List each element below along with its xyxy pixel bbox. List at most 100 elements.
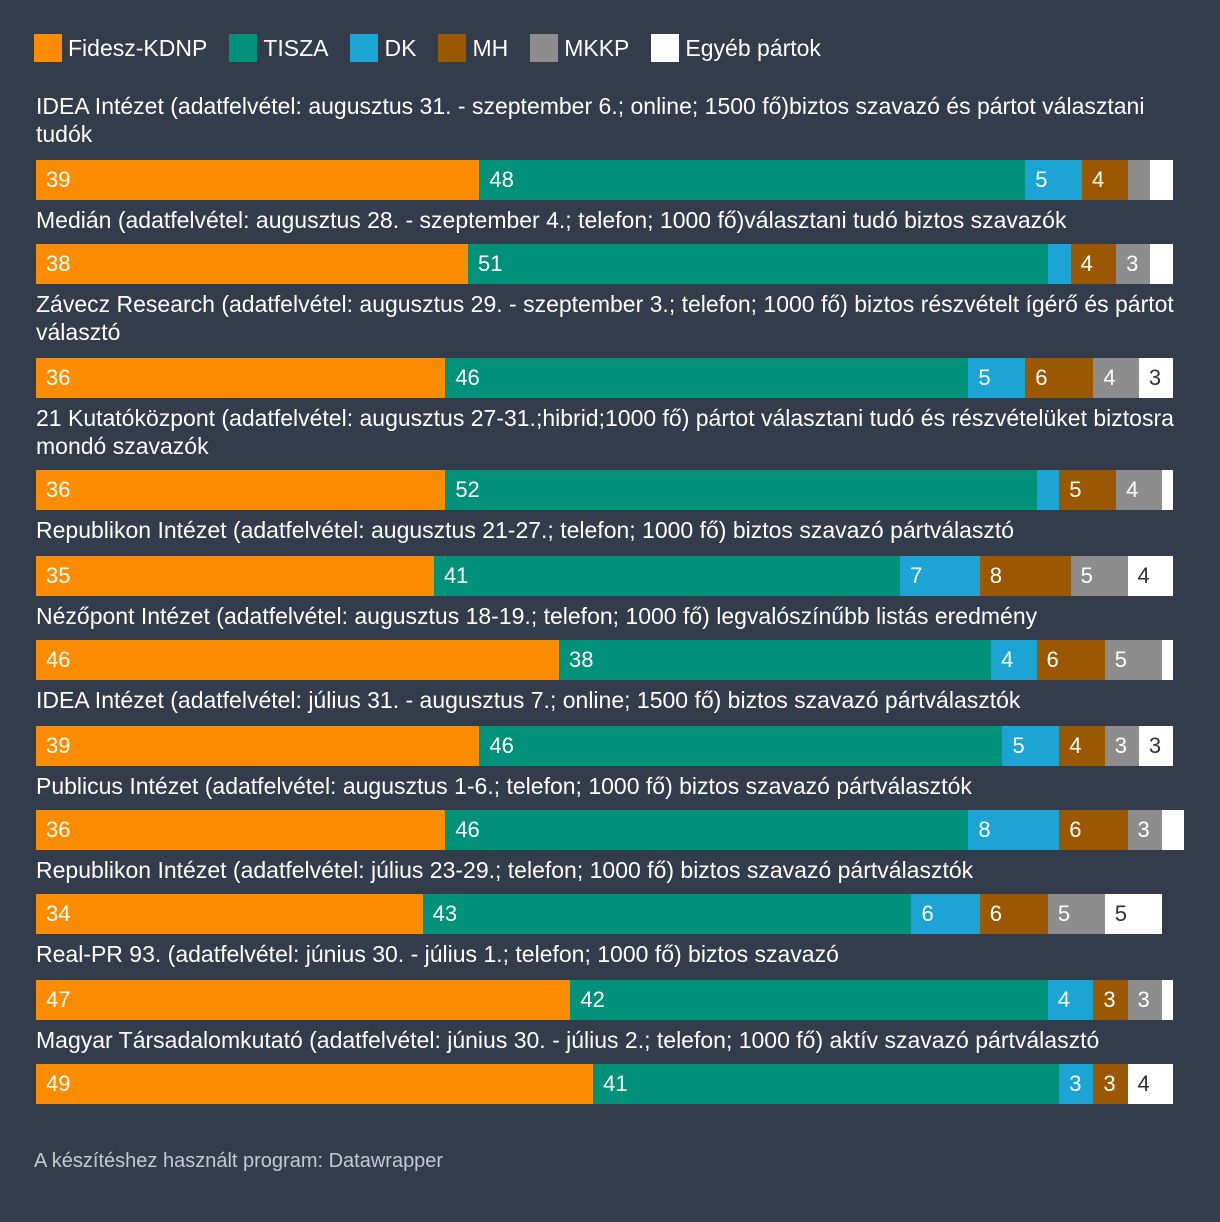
bar-segment: 34 (36, 894, 423, 934)
bar-value-label: 4 (1137, 1071, 1150, 1096)
bar-value-label: 5 (1035, 167, 1048, 192)
bar-value-label: 3 (1148, 365, 1162, 390)
bar-value-label: 41 (603, 1071, 628, 1096)
bar-segment (1161, 810, 1185, 850)
bar-segment: 5 (1059, 470, 1117, 510)
bar-segment (1036, 470, 1060, 510)
bar-value-label: 5 (1080, 563, 1093, 588)
bar-segment: 5 (1047, 894, 1105, 934)
bar-segment: 36 (36, 358, 446, 398)
bar-segment: 4 (1047, 980, 1094, 1020)
bar-segment: 36 (36, 810, 446, 850)
bar-segment: 5 (968, 358, 1026, 398)
bar-segment: 8 (979, 556, 1071, 596)
bar-segment: 43 (422, 894, 912, 934)
legend-swatch (229, 34, 258, 62)
bar-value-label: 4 (1080, 251, 1093, 276)
legend: Fidesz-KDNP TISZA DK MH MKKP Egyéb pártok (34, 32, 843, 64)
bar-segment: 3 (1127, 980, 1162, 1020)
bar-value-label: 6 (1069, 817, 1082, 842)
poll-label: IDEA Intézet (adatfelvétel: július 31. -… (36, 687, 1021, 713)
bar-segment: 3 (1093, 1064, 1128, 1104)
bar-segment: 46 (36, 640, 560, 680)
bar-value-label: 42 (580, 987, 605, 1012)
legend-item: MH (438, 32, 508, 64)
bar-segment: 39 (36, 160, 480, 200)
bar-segment: 3 (1104, 726, 1139, 766)
bar-segment: 47 (36, 980, 571, 1020)
bar-value-label: 3 (1148, 733, 1162, 758)
bar-segment: 3 (1138, 726, 1173, 766)
bar-value-label: 52 (455, 477, 480, 502)
bar-value-label: 4 (1137, 563, 1150, 588)
bar-segment: 4 (991, 640, 1037, 680)
bar-segment: 4 (1082, 160, 1128, 200)
bar-segment: 36 (36, 470, 446, 510)
bar-segment: 6 (1036, 640, 1105, 680)
bar-value-label: 4 (1126, 477, 1139, 502)
bar-segment: 4 (1127, 1064, 1173, 1104)
bar-value-label: 3 (1103, 1071, 1116, 1096)
bar-segment: 3 (1116, 244, 1151, 284)
bar-segment: 4 (1070, 244, 1117, 284)
bar-segment: 3 (1059, 1064, 1094, 1104)
bar-segment: 49 (36, 1064, 594, 1104)
bar-value-label: 3 (1137, 817, 1150, 842)
bar-value-label: 6 (1035, 365, 1048, 390)
bar-value-label: 4 (1069, 733, 1082, 758)
bar-value-label: 46 (489, 733, 514, 758)
bar-segment: 8 (968, 810, 1060, 850)
legend-label: TISZA (263, 35, 329, 61)
poll-label: Republikon Intézet (adatfelvétel: augusz… (36, 517, 1015, 543)
legend-label: Fidesz-KDNP (68, 35, 208, 61)
bar-segment: 52 (445, 470, 1037, 510)
poll-label: Publicus Intézet (adatfelvétel: augusztu… (36, 773, 972, 799)
legend-swatch (530, 34, 559, 62)
bar-value-label: 36 (46, 365, 71, 390)
bar-value-label: 46 (455, 365, 480, 390)
bar-value-label: 36 (46, 817, 71, 842)
bar-segment: 6 (1059, 810, 1128, 850)
bar-segment: 46 (479, 726, 1003, 766)
bar-value-label: 51 (478, 251, 503, 276)
bar-value-label: 41 (443, 563, 469, 588)
bar-segment: 39 (36, 726, 480, 766)
bar-segment: 46 (445, 810, 969, 850)
bar-segment: 6 (911, 894, 980, 934)
bar-segment: 5 (1104, 640, 1162, 680)
bar-segment: 35 (36, 556, 434, 596)
bar-value-label: 39 (46, 733, 71, 758)
bar-value-label: 47 (46, 987, 71, 1012)
bar-value-label: 5 (1057, 901, 1071, 926)
bar-segment: 5 (1002, 726, 1060, 766)
bar-value-label: 39 (46, 167, 71, 192)
bar-segment: 4 (1093, 358, 1139, 398)
legend-swatch (34, 34, 62, 62)
bar-value-label: 5 (1012, 733, 1025, 758)
bar-segment: 6 (1025, 358, 1094, 398)
bar-value-label: 3 (1137, 987, 1150, 1012)
bar-segment: 38 (36, 244, 469, 284)
bar-segment (1150, 160, 1173, 200)
bar-value-label: 4 (1001, 647, 1014, 672)
bar-value-label: 5 (1114, 901, 1128, 926)
bar-value-label: 4 (1057, 987, 1071, 1012)
bar-segment: 4 (1127, 556, 1173, 596)
poll-label: Magyar Társadalomkutató (adatfelvétel: j… (36, 1027, 1100, 1053)
legend-label: Egyéb pártok (685, 35, 821, 61)
bar-value-label: 5 (978, 365, 991, 390)
bar-segment: 5 (1104, 894, 1162, 934)
poll-label: Medián (adatfelvétel: augusztus 28. - sz… (36, 207, 1067, 233)
bar-segment (1127, 160, 1151, 200)
bar-value-label: 5 (1114, 647, 1128, 672)
poll-label: Republikon Intézet (adatfelvétel: július… (36, 857, 974, 883)
poll-label: IDEA Intézet (adatfelvétel: augusztus 31… (36, 93, 1145, 147)
bar-segment: 41 (433, 556, 901, 596)
bar-segment: 5 (1070, 556, 1128, 596)
bar-segment: 6 (979, 894, 1048, 934)
bar-value-label: 36 (46, 477, 71, 502)
bar-value-label: 6 (989, 901, 1002, 926)
bar-segment: 3 (1138, 358, 1173, 398)
bar-segment: 4 (1059, 726, 1105, 766)
bar-value-label: 4 (1092, 167, 1105, 192)
